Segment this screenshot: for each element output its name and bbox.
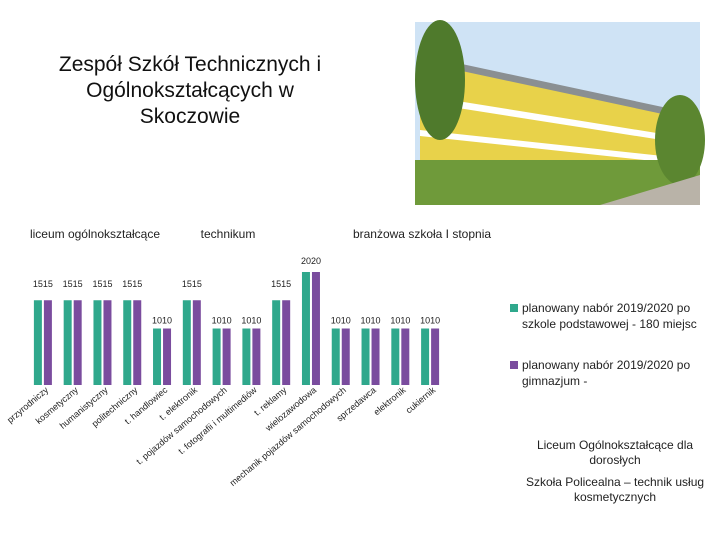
legend-label: planowany nabór 2019/2020 po szkole pods…	[522, 301, 697, 331]
bar	[182, 300, 191, 385]
value-label: 15	[33, 279, 43, 289]
bar	[371, 328, 380, 385]
group-label: branżowa szkoła I stopnia	[353, 227, 491, 241]
x-tick-label: cukiernik	[404, 385, 438, 416]
value-label: 15	[92, 279, 102, 289]
bar	[272, 300, 281, 385]
x-tick-label: wielozawodowa	[263, 385, 318, 434]
bar	[192, 300, 201, 385]
bar	[93, 300, 102, 385]
bar	[73, 300, 82, 385]
note: Szkoła Policealna – technik usług kosmet…	[525, 475, 705, 504]
value-label: 15	[192, 279, 202, 289]
value-label: 20	[311, 256, 321, 266]
value-label: 10	[212, 316, 222, 326]
value-label: 10	[331, 316, 341, 326]
value-label: 15	[281, 279, 291, 289]
value-label: 10	[162, 316, 172, 326]
legend-label: planowany nabór 2019/2020 po gimnazjum -	[522, 358, 691, 388]
value-label: 10	[420, 316, 430, 326]
value-label: 10	[361, 316, 371, 326]
bar	[341, 328, 350, 385]
note: Liceum Ogólnokształcące dla dorosłych	[536, 438, 694, 467]
legend-entry: planowany nabór 2019/2020 po szkole pods…	[510, 300, 712, 332]
value-label: 15	[271, 279, 281, 289]
legend-swatch	[510, 361, 518, 369]
bar	[311, 272, 320, 385]
bar	[63, 300, 72, 385]
group-label: technikum	[201, 227, 256, 241]
title: Zespół Szkół Technicznych i Ogólnokształ…	[58, 53, 322, 128]
bar	[301, 272, 310, 385]
bar	[361, 328, 370, 385]
bar	[242, 328, 251, 385]
value-label: 10	[222, 316, 232, 326]
value-label: 10	[390, 316, 400, 326]
bar	[212, 328, 221, 385]
value-label: 15	[132, 279, 142, 289]
value-label: 20	[301, 256, 311, 266]
bar	[33, 300, 42, 385]
bar	[163, 328, 172, 385]
bar	[331, 328, 340, 385]
value-label: 10	[241, 316, 251, 326]
value-label: 10	[400, 316, 410, 326]
value-label: 10	[341, 316, 351, 326]
value-label: 15	[63, 279, 73, 289]
bar	[103, 300, 112, 385]
value-label: 15	[102, 279, 112, 289]
value-label: 15	[43, 279, 53, 289]
photo	[415, 20, 705, 205]
legend-entry: planowany nabór 2019/2020 po gimnazjum -	[510, 357, 712, 389]
legend-swatch	[510, 304, 518, 312]
value-label: 10	[430, 316, 440, 326]
value-label: 10	[251, 316, 261, 326]
bar	[282, 300, 291, 385]
value-label: 15	[182, 279, 192, 289]
group-label: liceum ogólnokształcące	[30, 227, 160, 241]
bar	[431, 328, 440, 385]
bar	[401, 328, 410, 385]
bar	[222, 328, 231, 385]
bar	[421, 328, 430, 385]
value-label: 15	[122, 279, 132, 289]
value-label: 10	[152, 316, 162, 326]
value-label: 15	[73, 279, 83, 289]
bar	[43, 300, 52, 385]
value-label: 10	[371, 316, 381, 326]
bar	[133, 300, 142, 385]
bar	[252, 328, 261, 385]
bar	[391, 328, 400, 385]
bar	[153, 328, 162, 385]
x-tick-label: elektronik	[372, 385, 408, 418]
bar	[123, 300, 132, 385]
